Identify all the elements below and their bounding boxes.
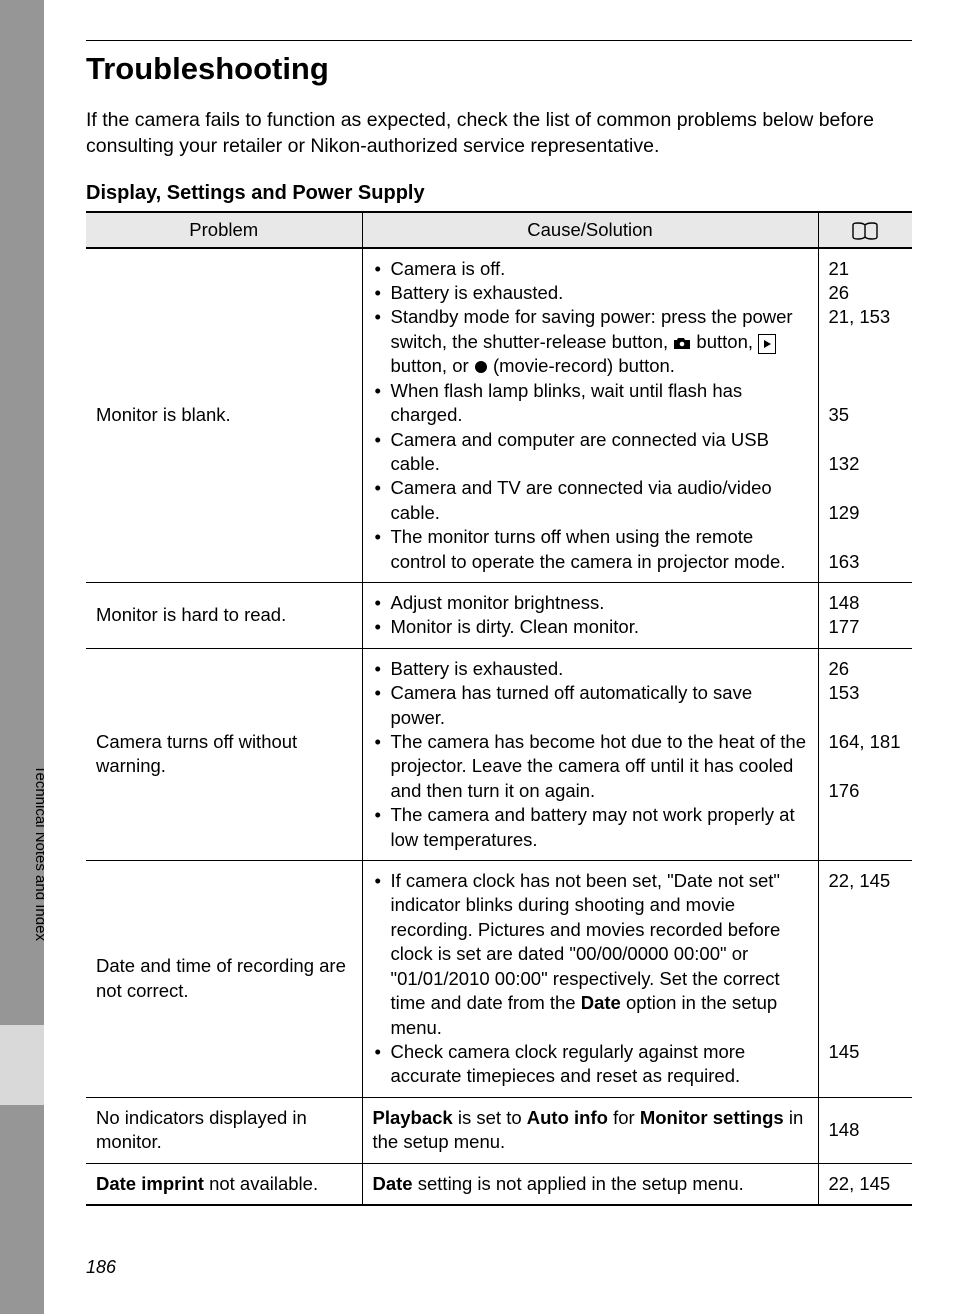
page-ref	[829, 991, 903, 1015]
page-ref	[829, 427, 903, 451]
table-row: Date imprint not available. Date setting…	[86, 1163, 912, 1205]
pageref-cell: 21 26 21, 153 35 132 129 163	[818, 248, 912, 583]
page-ref	[829, 942, 903, 966]
page-number: 186	[86, 1257, 116, 1278]
page-ref	[829, 330, 903, 354]
solution-item: Camera is off.	[387, 257, 808, 281]
solution-item: Camera and computer are connected via US…	[387, 428, 808, 477]
page-ref: 129	[829, 501, 903, 525]
header-pageref	[818, 212, 912, 248]
page-ref: 145	[829, 1040, 903, 1064]
solution-item: Camera and TV are connected via audio/vi…	[387, 476, 808, 525]
solution-item: When flash lamp blinks, wait until flash…	[387, 379, 808, 428]
solution-item: Battery is exhausted.	[387, 657, 808, 681]
page-ref: 177	[829, 615, 903, 639]
solution-cell: Adjust monitor brightness. Monitor is di…	[362, 583, 818, 649]
page-ref: 148	[829, 591, 903, 615]
problem-cell: Date and time of recording are not corre…	[86, 861, 362, 1098]
pageref-cell: 148 177	[818, 583, 912, 649]
problem-cell: Monitor is blank.	[86, 248, 362, 583]
table-row: Date and time of recording are not corre…	[86, 861, 912, 1098]
page-ref	[829, 918, 903, 942]
side-tab	[0, 1025, 44, 1105]
intro-paragraph: If the camera fails to function as expec…	[86, 107, 912, 160]
problem-cell: No indicators displayed in monitor.	[86, 1097, 362, 1163]
page-ref: 176	[829, 779, 903, 803]
outer-margin: Technical Notes and Index	[0, 0, 44, 1314]
book-icon	[852, 222, 878, 240]
solution-cell: If camera clock has not been set, "Date …	[362, 861, 818, 1098]
section-heading: Display, Settings and Power Supply	[86, 182, 912, 205]
table-row: Monitor is blank. Camera is off. Battery…	[86, 248, 912, 583]
solution-cell: Playback is set to Auto info for Monitor…	[362, 1097, 818, 1163]
pageref-cell: 26 153 164, 181 176	[818, 648, 912, 860]
page-ref: 35	[829, 403, 903, 427]
page-ref: 153	[829, 681, 903, 705]
page-title: Troubleshooting	[86, 51, 912, 87]
page-ref	[829, 1016, 903, 1040]
page-ref	[829, 354, 903, 378]
solution-item: Adjust monitor brightness.	[387, 591, 808, 615]
pageref-cell: 148	[818, 1097, 912, 1163]
table-row: Camera turns off without warning. Batter…	[86, 648, 912, 860]
solution-item: The camera has become hot due to the hea…	[387, 730, 808, 803]
title-rule	[86, 40, 912, 41]
page-ref	[829, 754, 903, 778]
page-ref: 26	[829, 657, 903, 681]
page-ref: 163	[829, 550, 903, 574]
page-ref	[829, 893, 903, 917]
troubleshooting-table: Problem Cause/Solution Monitor is blank.	[86, 211, 912, 1206]
solution-item: Camera has turned off automatically to s…	[387, 681, 808, 730]
page-ref: 21	[829, 257, 903, 281]
solution-item: Check camera clock regularly against mor…	[387, 1040, 808, 1089]
table-row: Monitor is hard to read. Adjust monitor …	[86, 583, 912, 649]
page-ref	[829, 706, 903, 730]
page-ref	[829, 379, 903, 403]
solution-cell: Date setting is not applied in the setup…	[362, 1163, 818, 1205]
page: Troubleshooting If the camera fails to f…	[44, 0, 954, 1314]
page-ref: 132	[829, 452, 903, 476]
play-icon	[758, 334, 776, 355]
problem-cell: Date imprint not available.	[86, 1163, 362, 1205]
header-solution: Cause/Solution	[362, 212, 818, 248]
page-ref	[829, 525, 903, 549]
record-icon	[474, 360, 488, 374]
solution-item: Monitor is dirty. Clean monitor.	[387, 615, 808, 639]
problem-cell: Monitor is hard to read.	[86, 583, 362, 649]
table-row: No indicators displayed in monitor. Play…	[86, 1097, 912, 1163]
solution-cell: Battery is exhausted. Camera has turned …	[362, 648, 818, 860]
camera-icon	[673, 336, 691, 350]
page-ref: 22, 145	[829, 869, 903, 893]
solution-item: The camera and battery may not work prop…	[387, 803, 808, 852]
page-ref	[829, 476, 903, 500]
page-ref: 26	[829, 281, 903, 305]
solution-cell: Camera is off. Battery is exhausted. Sta…	[362, 248, 818, 583]
page-ref: 164, 181	[829, 730, 903, 754]
page-ref: 21, 153	[829, 305, 903, 329]
pageref-cell: 22, 145	[818, 1163, 912, 1205]
page-ref	[829, 967, 903, 991]
solution-item: If camera clock has not been set, "Date …	[387, 869, 808, 1040]
solution-item: Battery is exhausted.	[387, 281, 808, 305]
problem-cell: Camera turns off without warning.	[86, 648, 362, 860]
solution-item: The monitor turns off when using the rem…	[387, 525, 808, 574]
pageref-cell: 22, 145 145	[818, 861, 912, 1098]
solution-item: Standby mode for saving power: press the…	[387, 305, 808, 378]
header-problem: Problem	[86, 212, 362, 248]
